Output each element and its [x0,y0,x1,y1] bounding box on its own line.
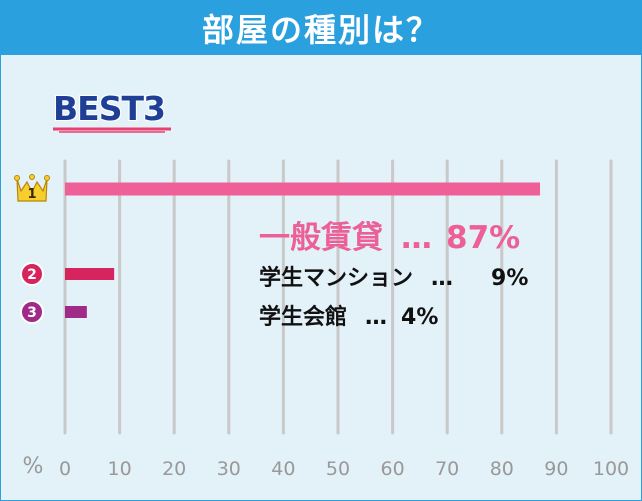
category-name: 一般賃貸 [259,220,383,256]
tick-label: 70 [435,458,459,480]
best3-badge: BEST3 [53,89,166,128]
bar [65,182,541,196]
rank-badge-icon [20,262,44,286]
bar [65,306,87,318]
crown-jewel [29,174,35,180]
rank-number: 2 [27,267,37,283]
category-label-3: 学生会館 … 4% [259,299,438,331]
category-name: 学生マンション [259,266,414,291]
tick-label: 10 [108,458,132,480]
bar [65,268,115,280]
tick-label: 50 [326,458,350,480]
category-label-2: 学生マンション … 9% [259,260,528,292]
tick-label: 20 [162,458,186,480]
category-name: 学生会館 [259,305,348,330]
tick-label: 80 [490,458,514,480]
tick-label: 90 [544,458,568,480]
rank-number: 3 [27,305,37,321]
crown-jewel [14,175,20,181]
axis-unit-label: % [23,454,44,479]
tick-label: 30 [217,458,241,480]
tick-label: 0 [59,458,71,480]
value-label: 4% [401,305,439,330]
badge-underline [53,127,171,133]
separator: … [365,305,388,330]
separator: … [431,266,454,291]
value-label: 9% [491,266,529,291]
tick-label: 100 [593,458,629,480]
category-label-1: 一般賃貸 … 87% [259,212,520,257]
crown-jewel [44,175,50,181]
value-label: 87% [446,220,521,256]
rank-badge-icon [20,300,44,324]
separator: … [401,220,432,256]
rank-number: 1 [27,187,36,202]
tick-label: 60 [381,458,405,480]
tick-label: 40 [271,458,295,480]
page-title: 部屋の種別は？ [1,1,641,55]
crown-icon [16,178,48,202]
